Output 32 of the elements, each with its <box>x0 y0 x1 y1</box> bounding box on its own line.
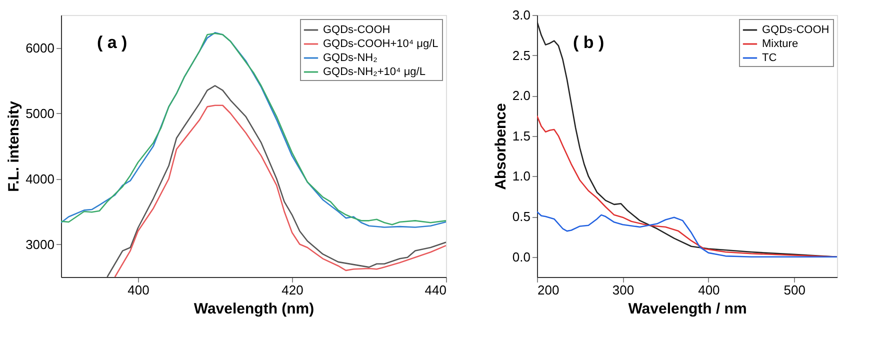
legend-label: Mixture <box>762 38 798 50</box>
annotation: ( a ) <box>97 33 128 52</box>
legend-label: GQDs-COOH <box>762 24 830 36</box>
x-axis-title: Wavelength / nm <box>628 300 747 318</box>
x-tick-label: 400 <box>698 282 720 298</box>
x-tick-label: 440 <box>424 282 446 298</box>
legend-label: GQDs-COOH+10⁴ μg/L <box>323 38 438 50</box>
y-tick-label: 2.0 <box>512 88 530 104</box>
y-tick-label: 4000 <box>26 171 54 186</box>
x-tick-label: 500 <box>784 282 806 298</box>
y-tick-label: 3000 <box>26 236 54 252</box>
legend-label: GQDs-NH₂ <box>323 52 378 64</box>
y-axis-title: Absorbence <box>492 103 510 190</box>
y-tick-label: 1.5 <box>512 128 530 144</box>
y-tick-label: 6000 <box>26 40 54 56</box>
y-tick-label: 5000 <box>26 106 54 121</box>
x-tick-label: 420 <box>282 282 304 298</box>
y-axis-title: F.L. intensity <box>6 100 23 192</box>
legend-label: GQDs-NH₂+10⁴ μg/L <box>323 66 426 78</box>
legend-label: TC <box>762 52 777 64</box>
legend-label: GQDs-COOH <box>323 24 390 36</box>
y-tick-label: 1.0 <box>512 168 530 184</box>
y-tick-label: 0.5 <box>512 209 530 224</box>
annotation: ( b ) <box>573 33 604 52</box>
x-tick-label: 400 <box>128 282 150 298</box>
x-tick-label: 200 <box>538 282 560 298</box>
y-tick-label: 0.0 <box>512 249 530 264</box>
y-tick-label: 3.0 <box>512 8 530 22</box>
x-axis-title: Wavelength (nm) <box>194 300 314 318</box>
line-series <box>537 211 837 258</box>
y-tick-label: 2.5 <box>512 48 530 63</box>
x-tick-label: 300 <box>612 282 634 298</box>
